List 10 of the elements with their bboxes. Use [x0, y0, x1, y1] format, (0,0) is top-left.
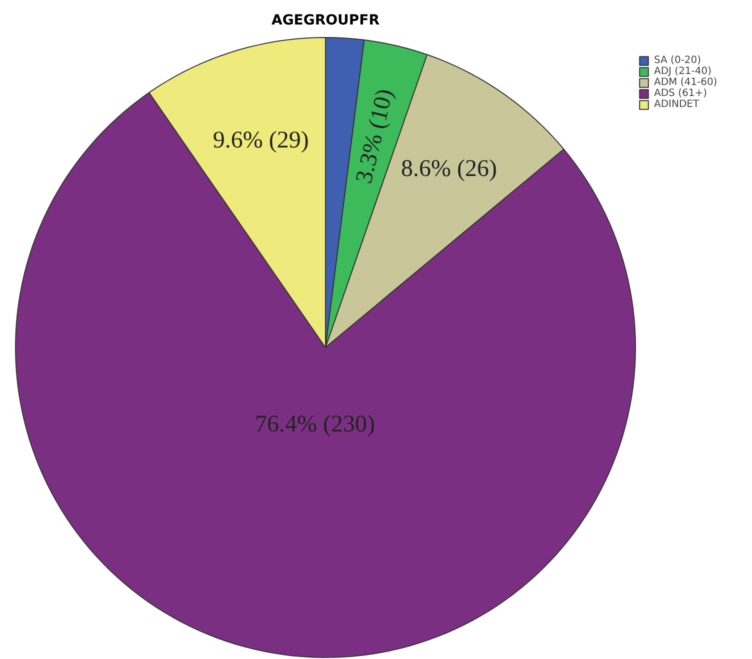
legend-label: SA (0-20)	[654, 55, 702, 66]
data-label: 3.3% (10)	[351, 86, 398, 186]
data-label: 76.4% (230)	[255, 411, 376, 438]
legend-label: ADM (41-60)	[654, 77, 718, 88]
data-label: 9.6% (29)	[212, 127, 309, 154]
legend-label: ADINDET	[654, 99, 700, 110]
legend-label: ADS (61+)	[654, 88, 707, 99]
data-label: 8.6% (26)	[400, 156, 497, 182]
chart-title: AGEGROUPFR	[271, 12, 380, 28]
legend-label: ADJ (21-40)	[654, 66, 712, 77]
